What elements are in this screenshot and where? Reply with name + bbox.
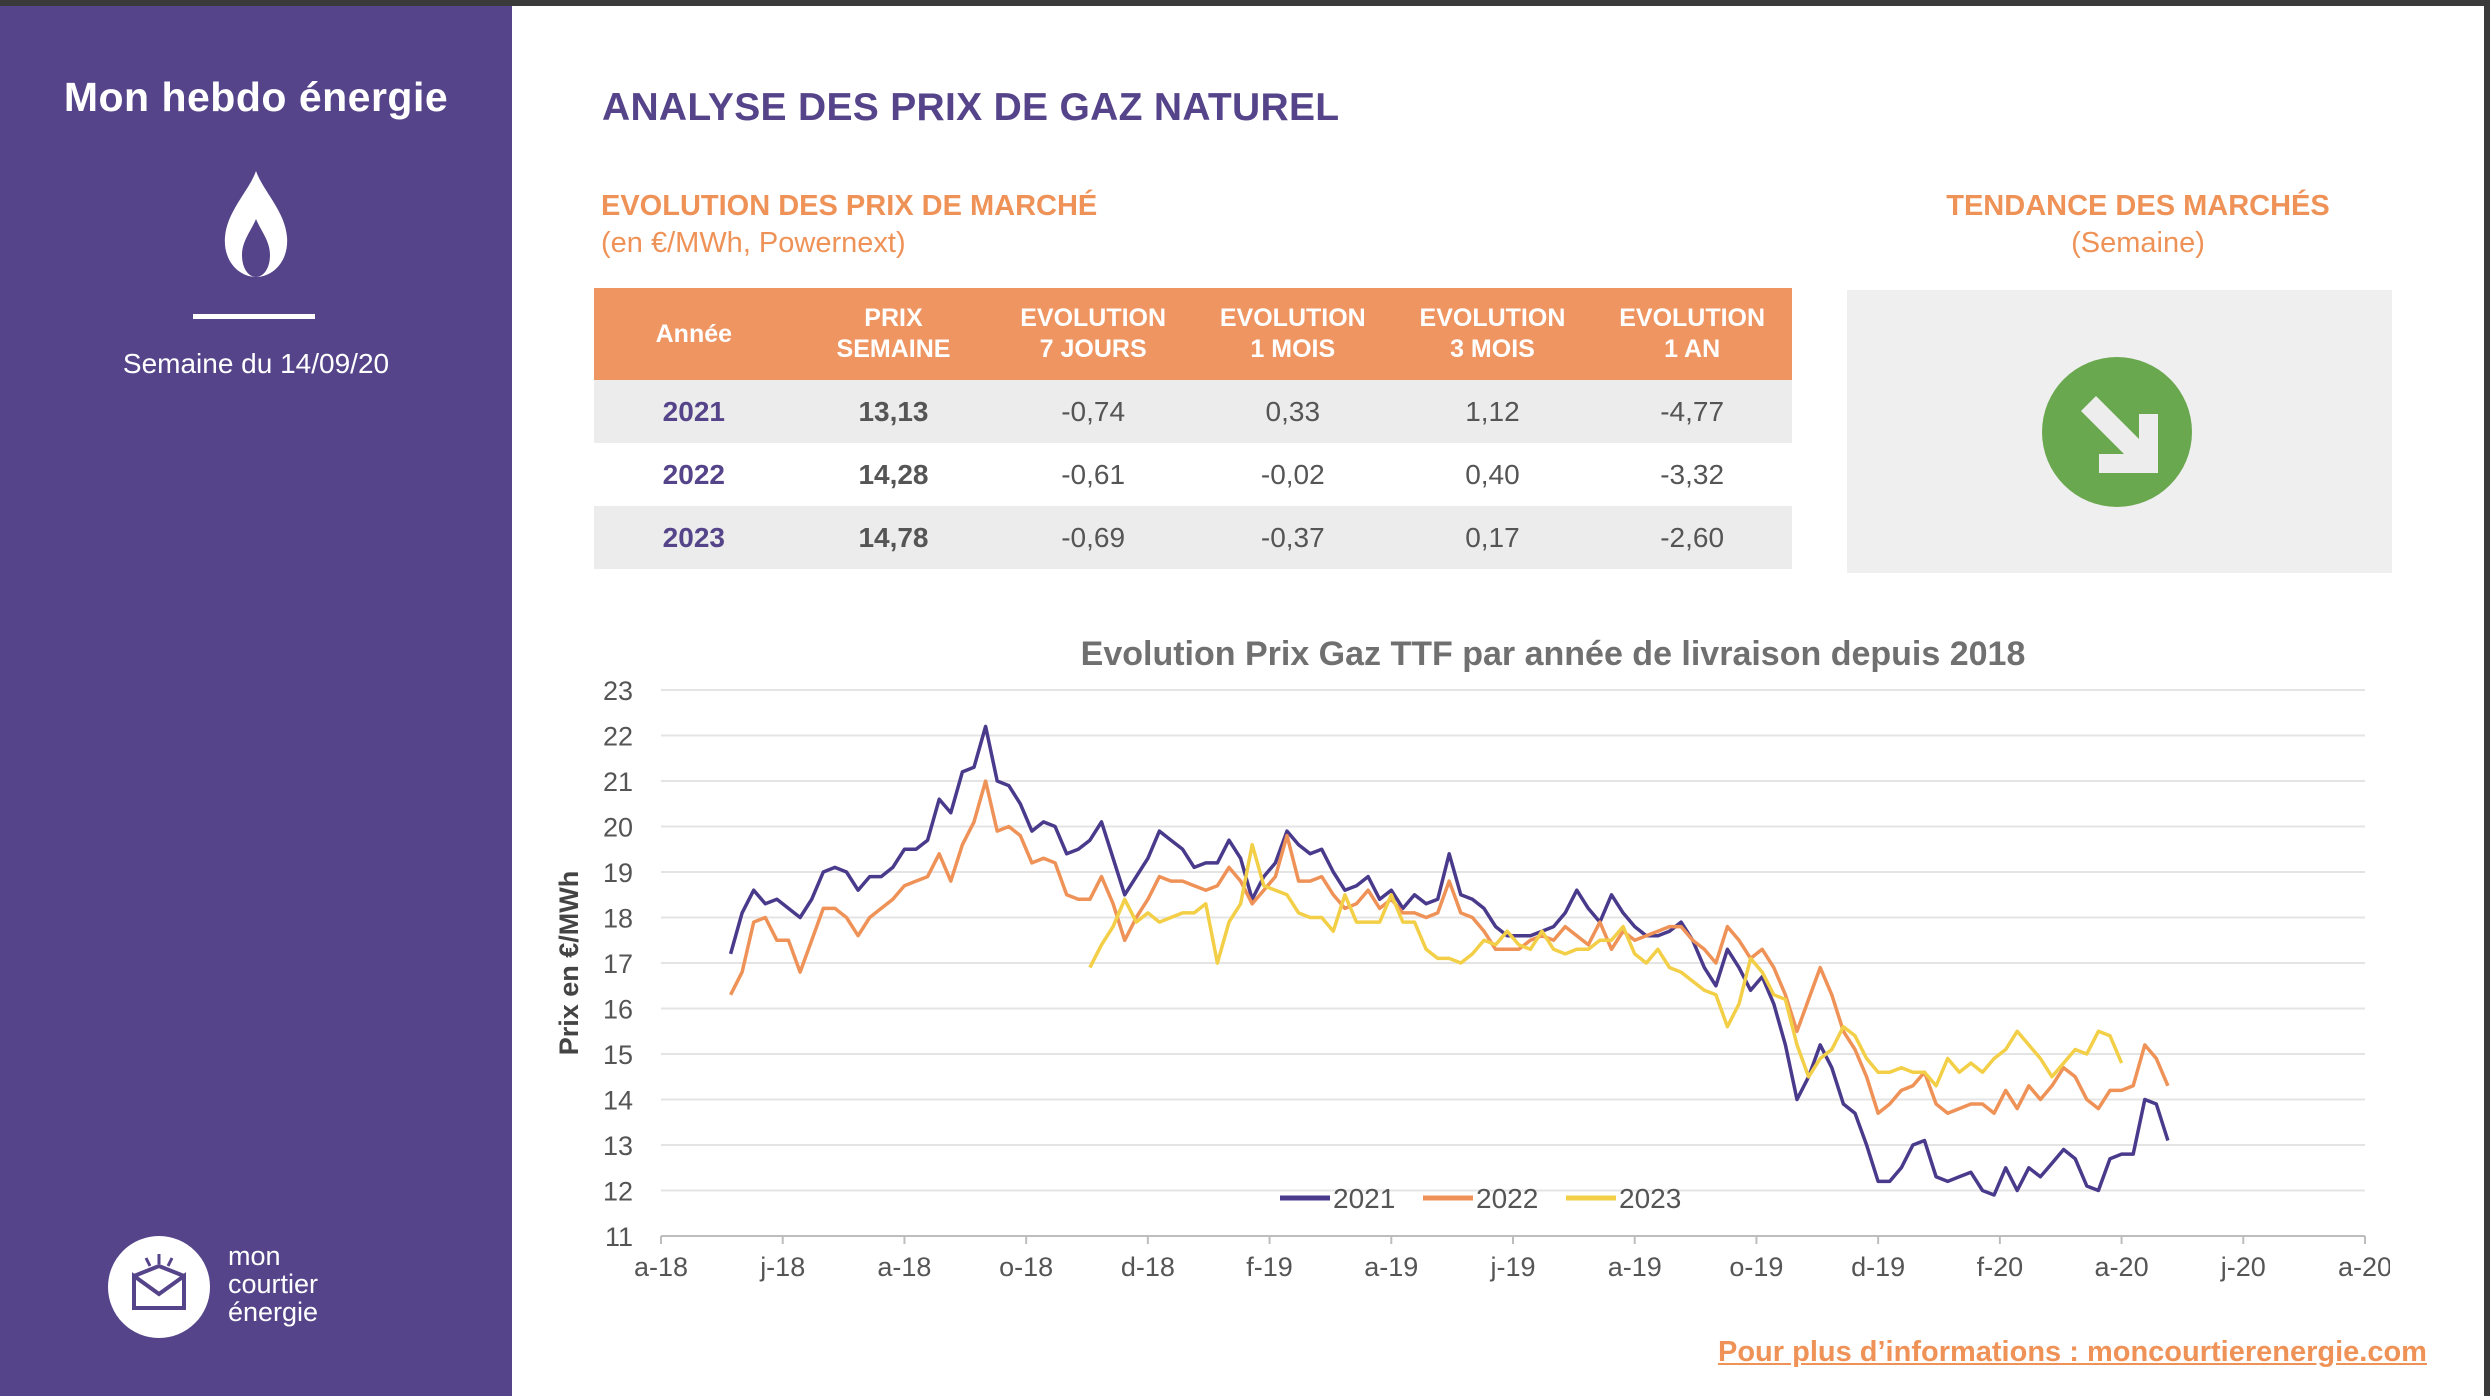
- flame-icon: [224, 171, 288, 277]
- header-text: EVOLUTION: [1020, 304, 1167, 332]
- logo-icon: [108, 1236, 210, 1338]
- table-title: EVOLUTION DES PRIX DE MARCHÉ: [601, 190, 1098, 222]
- header-year: Année: [594, 288, 794, 380]
- price-table: Année PRIX SEMAINE EVOLUTION 7 JOURS EVOLU…: [594, 288, 1792, 569]
- x-tick-label: j-19: [1489, 1252, 1535, 1282]
- logo-line: mon: [228, 1241, 281, 1271]
- logo-line: énergie: [228, 1297, 319, 1327]
- header-text: EVOLUTION: [1219, 304, 1366, 332]
- divider: [193, 314, 315, 319]
- cell-7d: -0,74: [993, 380, 1193, 443]
- logo-text: mon courtier énergie: [228, 1242, 318, 1326]
- cell-price: 14,78: [793, 506, 994, 569]
- x-tick-label: o-18: [999, 1252, 1053, 1282]
- price-line-chart: Evolution Prix Gaz TTF par année de livr…: [554, 635, 2390, 1282]
- header-7d: EVOLUTION 7 JOURS: [993, 288, 1193, 380]
- y-tick-label: 18: [603, 904, 633, 934]
- legend-label: 2021: [1333, 1183, 1395, 1214]
- week-label: Semaine du 14/09/20: [122, 348, 390, 379]
- series-line-2023: [1088, 842, 2124, 1088]
- header-text: EVOLUTION: [1619, 304, 1766, 332]
- legend-label: 2022: [1476, 1183, 1538, 1214]
- cell-1m: -0,37: [1192, 506, 1393, 569]
- x-tick-label: o-19: [1729, 1252, 1783, 1282]
- x-tick-label: a-18: [877, 1252, 931, 1282]
- cell-1m: -0,02: [1260, 458, 1325, 490]
- arrow-down-right-icon: [2042, 357, 2192, 507]
- series-line-2022: [729, 779, 2170, 1115]
- header-text: 1 AN: [1664, 335, 1721, 363]
- header-text: 3 MOIS: [1450, 335, 1535, 363]
- x-tick-label: d-19: [1851, 1252, 1905, 1282]
- table-subtitle: (en €/MWh, Powernext): [601, 227, 906, 259]
- x-tick-label: d-18: [1121, 1252, 1175, 1282]
- cell-year: 2023: [594, 506, 794, 569]
- header-1y: EVOLUTION 1 AN: [1592, 288, 1792, 380]
- trend-panel: [1847, 290, 2392, 573]
- info-link[interactable]: Pour plus d’informations : moncourtieren…: [1718, 1336, 2427, 1368]
- sidebar: Mon hebdo énergie Semaine du 14/09/20 mo…: [0, 6, 512, 1396]
- table-row: 2023 14,78 -0,69 -0,37 0,17 -2,60: [594, 506, 1792, 569]
- y-tick-label: 11: [605, 1222, 633, 1252]
- cell-7d: -0,61: [1061, 458, 1126, 490]
- y-tick-label: 23: [603, 676, 633, 706]
- x-tick-label: f-20: [1977, 1252, 2024, 1282]
- y-tick-label: 16: [603, 995, 633, 1025]
- table-row: 2021 13,13 -0,74 0,33 1,12 -4,77: [594, 380, 1792, 443]
- y-tick-label: 22: [603, 722, 633, 752]
- header-1m: EVOLUTION 1 MOIS: [1192, 288, 1393, 380]
- legend-label: 2023: [1619, 1183, 1681, 1214]
- y-tick-label: 20: [603, 813, 633, 843]
- cell-1y: -3,32: [1660, 458, 1725, 490]
- header-text: EVOLUTION: [1419, 304, 1566, 332]
- cell-price: 14,28: [858, 458, 929, 490]
- x-tick-label: f-19: [1246, 1252, 1293, 1282]
- cell-3m: 0,40: [1465, 458, 1520, 490]
- header-text: SEMAINE: [836, 335, 951, 363]
- header-price: PRIX SEMAINE: [793, 288, 994, 380]
- trend-subtitle: (Semaine): [2071, 227, 2205, 259]
- y-tick-label: 17: [603, 949, 633, 979]
- cell-3m: 0,17: [1392, 506, 1593, 569]
- cell-7d: -0,69: [993, 506, 1193, 569]
- x-tick-label: a-19: [1608, 1252, 1662, 1282]
- x-tick-label: j-20: [2220, 1252, 2266, 1282]
- cell-1m: 0,33: [1192, 380, 1393, 443]
- page-title: ANALYSE DES PRIX DE GAZ NATUREL: [602, 86, 1340, 129]
- y-tick-label: 19: [603, 858, 633, 888]
- cell-3m: 1,12: [1392, 380, 1593, 443]
- header-text: Année: [655, 319, 733, 348]
- cell-price: 13,13: [793, 380, 994, 443]
- cell-year: 2022: [662, 458, 725, 490]
- table-row: 2022 14,28 -0,61 -0,02 0,40 -3,32: [594, 443, 1792, 506]
- cell-1y: -4,77: [1592, 380, 1792, 443]
- chart-title: Evolution Prix Gaz TTF par année de livr…: [1081, 635, 2026, 673]
- x-tick-label: a-20: [2095, 1252, 2149, 1282]
- cell-year: 2021: [594, 380, 794, 443]
- trend-title: TENDANCE DES MARCHÉS: [1946, 190, 2330, 222]
- x-tick-label: j-18: [759, 1252, 805, 1282]
- table-header-row: Année PRIX SEMAINE EVOLUTION 7 JOURS EVOLU…: [594, 288, 1792, 380]
- x-tick-label: a-20: [2338, 1252, 2390, 1282]
- cell-1y: -2,60: [1592, 506, 1792, 569]
- series-line-2021: [728, 724, 2170, 1197]
- newsletter-title: Mon hebdo énergie: [63, 74, 449, 120]
- header-3m: EVOLUTION 3 MOIS: [1392, 288, 1593, 380]
- header-text: PRIX: [864, 304, 923, 332]
- y-tick-label: 15: [603, 1040, 633, 1070]
- logo-line: courtier: [228, 1269, 319, 1299]
- y-axis-label: Prix en €/MWh: [554, 871, 584, 1056]
- x-tick-label: a-18: [634, 1252, 688, 1282]
- y-tick-label: 14: [603, 1086, 633, 1116]
- header-text: 1 MOIS: [1250, 335, 1336, 363]
- x-tick-label: a-19: [1364, 1252, 1418, 1282]
- y-tick-label: 21: [603, 767, 633, 797]
- y-tick-label: 13: [603, 1131, 633, 1161]
- header-text: 7 JOURS: [1039, 335, 1147, 363]
- y-tick-label: 12: [603, 1177, 633, 1207]
